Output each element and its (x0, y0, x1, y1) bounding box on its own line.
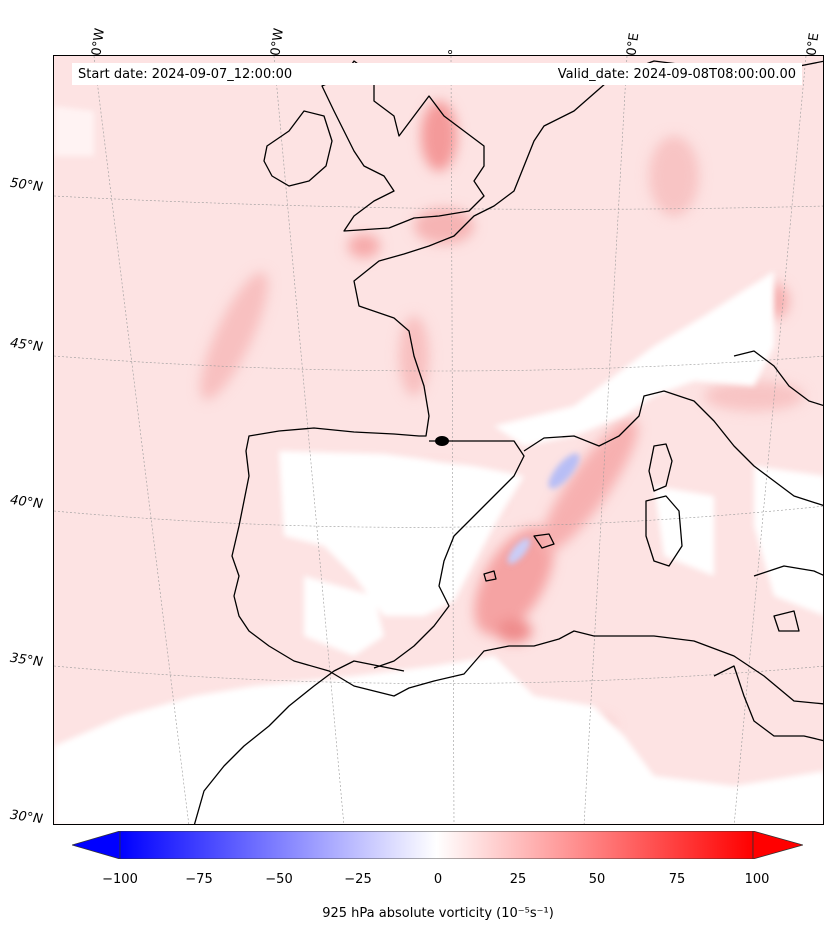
info-bar: Start date: 2024-09-07_12:00:00 Valid_da… (72, 63, 802, 85)
colorbar-tick: 0 (433, 872, 443, 887)
colorbar (70, 830, 805, 860)
colorbar-gradient (119, 830, 754, 860)
masked-regions (54, 106, 823, 824)
colorbar-tick: 100 (744, 872, 770, 887)
lat-label-40n: 40°N (9, 492, 44, 513)
valid-date-text: Valid_date: 2024-09-08T08:00:00.00 (557, 66, 796, 82)
colorbar-low-extend (70, 830, 121, 860)
colorbar-tick: −25 (344, 872, 372, 887)
map-panel[interactable] (53, 55, 824, 825)
colorbar-tick: 50 (588, 872, 606, 887)
colorbar-tick: −50 (265, 872, 293, 887)
lat-label-45n: 45°N (9, 335, 44, 356)
colorbar-tick: −75 (185, 872, 213, 887)
lat-label-35n: 35°N (9, 650, 44, 671)
colorbar-tick: −100 (102, 872, 138, 887)
colorbar-tick: 75 (668, 872, 686, 887)
colorbar-tick: 25 (509, 872, 527, 887)
start-date-text: Start date: 2024-09-07_12:00:00 (78, 66, 293, 82)
location-marker (435, 436, 449, 446)
coastlines (193, 60, 823, 824)
colorbar-svg (70, 830, 805, 860)
colorbar-high-extend (752, 830, 805, 860)
lat-label-50n: 50°N (9, 175, 44, 196)
colorbar-title: 925 hPa absolute vorticity (10⁻⁵s⁻¹) (322, 906, 554, 921)
vorticity-map (54, 56, 823, 824)
lat-label-30n: 30°N (9, 807, 44, 828)
